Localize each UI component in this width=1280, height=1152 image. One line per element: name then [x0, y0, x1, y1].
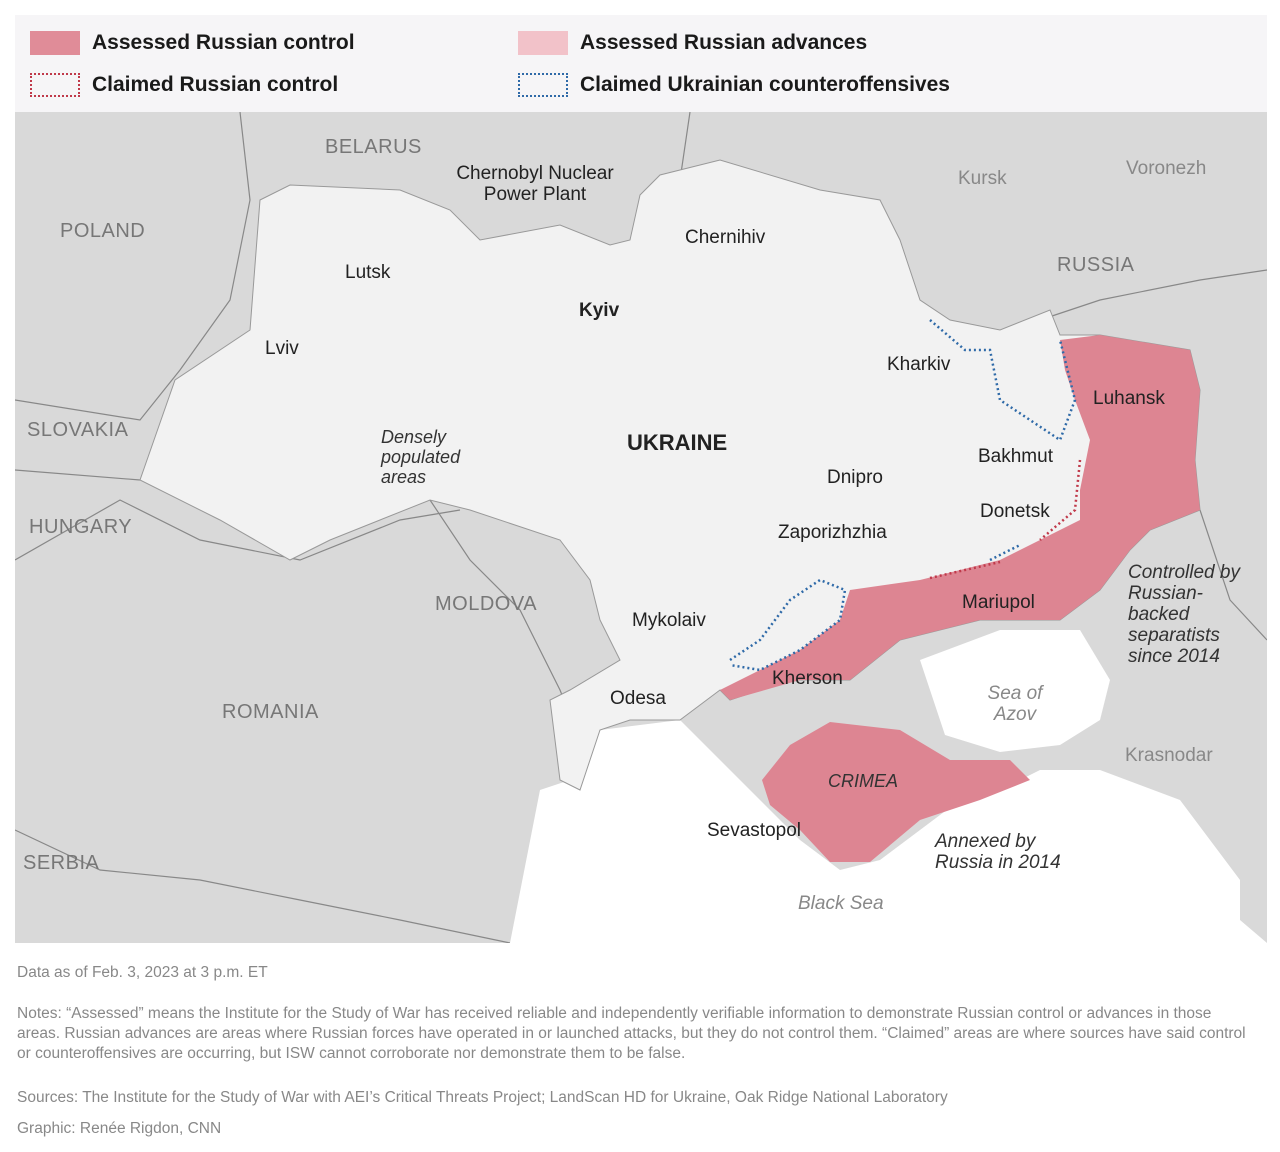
label-slovakia: SLOVAKIA	[27, 419, 129, 441]
label-romania: ROMANIA	[222, 701, 319, 723]
label-moldova: MOLDOVA	[435, 593, 538, 615]
label-sevastopol: Sevastopol	[707, 820, 802, 841]
sea-black	[510, 720, 1267, 943]
label-donetsk: Donetsk	[980, 501, 1050, 522]
legend-label: Assessed Russian control	[92, 31, 355, 54]
swatch-claimed-russian	[30, 73, 80, 97]
label-lviv: Lviv	[265, 338, 299, 359]
label-krasnodar: Krasnodar	[1125, 745, 1213, 766]
footer-notes: Notes: “Assessed” means the Institute fo…	[17, 1005, 1246, 1062]
label-russia: RUSSIA	[1057, 254, 1135, 276]
label-black-sea: Black Sea	[798, 893, 884, 914]
label-ukraine: UKRAINE	[627, 430, 728, 455]
legend-label: Claimed Ukrainian counteroffensives	[580, 73, 950, 96]
label-serbia: SERBIA	[23, 852, 100, 874]
label-hungary: HUNGARY	[29, 516, 133, 538]
annotation-dense: Densely populated areas	[381, 427, 461, 487]
label-mariupol: Mariupol	[962, 592, 1035, 613]
label-chernihiv: Chernihiv	[685, 227, 766, 248]
label-sea-of-azov: Sea of Azov	[987, 683, 1043, 725]
legend-item-assessed-advances: Assessed Russian advances	[518, 31, 867, 55]
swatch-claimed-ukrainian	[518, 73, 568, 97]
borders	[15, 112, 1267, 943]
legend-item-claimed-russian: Claimed Russian control	[30, 73, 338, 97]
footer-date: Data as of Feb. 3, 2023 at 3 p.m. ET	[17, 964, 268, 981]
sea-azov	[920, 630, 1110, 752]
label-kherson: Kherson	[772, 668, 843, 689]
label-luhansk: Luhansk	[1093, 388, 1165, 409]
map-shapes	[15, 112, 1267, 943]
russian-control-area	[720, 335, 1200, 700]
label-kharkiv: Kharkiv	[887, 354, 951, 375]
annotation-crimea: CRIMEA	[828, 771, 899, 791]
label-poland: POLAND	[60, 220, 146, 242]
label-mykolaiv: Mykolaiv	[632, 610, 706, 631]
label-bakhmut: Bakhmut	[978, 446, 1053, 467]
map: BELARUS POLAND RUSSIA SLOVAKIA HUNGARY M…	[15, 112, 1267, 943]
legend-label: Assessed Russian advances	[580, 31, 868, 54]
crimea-land	[762, 722, 1030, 862]
legend-item-assessed-control: Assessed Russian control	[30, 31, 355, 55]
label-voronezh: Voronezh	[1126, 158, 1207, 179]
legend-item-claimed-ukrainian: Claimed Ukrainian counteroffensives	[518, 73, 950, 97]
legend-label: Claimed Russian control	[92, 73, 339, 96]
claimed-ukrainian-line	[729, 319, 1077, 672]
footer-sources: Sources: The Institute for the Study of …	[17, 1089, 948, 1106]
label-dnipro: Dnipro	[827, 467, 883, 488]
swatch-assessed-advances	[518, 31, 568, 55]
label-zaporizhzhia: Zaporizhzhia	[778, 522, 887, 543]
label-belarus: BELARUS	[325, 136, 422, 158]
label-odesa: Odesa	[610, 688, 666, 709]
annotation-separatists: Controlled by Russian-backed separatists…	[1128, 562, 1240, 667]
claimed-russian-line	[929, 459, 1082, 580]
label-kyiv: Kyiv	[579, 300, 620, 321]
label-chernobyl: Chernobyl Nuclear Power Plant	[456, 163, 614, 205]
legend: Assessed Russian control Assessed Russia…	[15, 15, 1267, 112]
label-lutsk: Lutsk	[345, 262, 391, 283]
annotation-annexed: Annexed by Russia in 2014	[935, 831, 1061, 873]
footer-credit: Graphic: Renée Rigdon, CNN	[17, 1120, 222, 1137]
swatch-assessed-control	[30, 31, 80, 55]
label-kursk: Kursk	[958, 168, 1007, 189]
